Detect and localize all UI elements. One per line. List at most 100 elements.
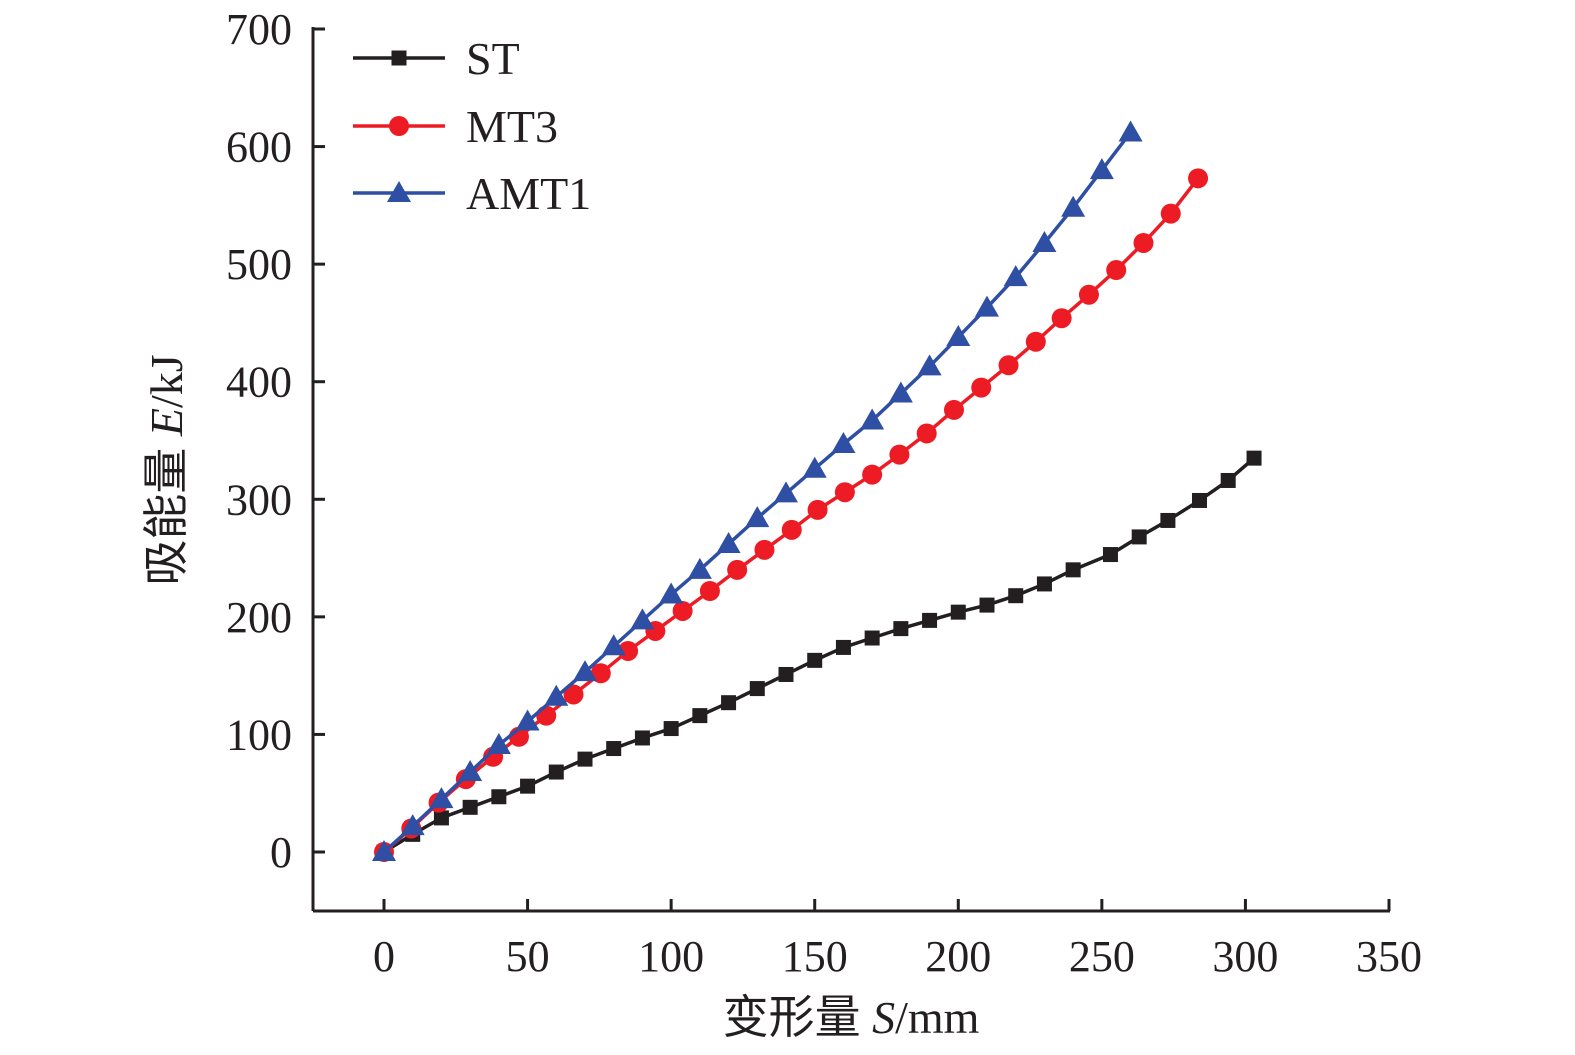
data-point-mt3 xyxy=(699,580,720,601)
data-point-mt3 xyxy=(563,684,584,705)
data-point-st xyxy=(1220,472,1236,488)
y-tick-label: 700 xyxy=(226,5,292,54)
data-point-st xyxy=(1191,492,1207,508)
data-point-st xyxy=(491,789,507,805)
data-point-amt1 xyxy=(630,608,655,630)
data-point-mt3 xyxy=(1078,284,1099,305)
data-point-amt1 xyxy=(486,733,511,755)
xlabel-part: /mm xyxy=(895,992,980,1043)
x-ticks: 0 50 100 150 200 250 300 350 xyxy=(373,899,1422,981)
data-point-mt3 xyxy=(862,464,883,485)
data-point-st xyxy=(721,695,737,711)
legend-item-mt3: MT3 xyxy=(353,101,558,152)
data-point-st xyxy=(634,730,650,746)
data-point-st xyxy=(692,708,708,724)
data-point-st xyxy=(749,681,765,697)
data-point-amt1 xyxy=(745,506,770,528)
data-point-mt3 xyxy=(754,539,775,560)
legend: ST MT3 AMT1 xyxy=(353,33,591,219)
data-point-amt1 xyxy=(716,531,741,553)
data-point-amt1 xyxy=(1089,158,1114,180)
data-point-mt3 xyxy=(943,399,964,420)
y-axis-title: 吸能量 E/kJ xyxy=(141,354,192,585)
y-tick-label: 0 xyxy=(270,828,292,877)
data-point-amt1 xyxy=(687,557,712,579)
data-point-mt3 xyxy=(781,519,802,540)
data-point-st xyxy=(1036,576,1052,592)
data-point-st xyxy=(922,612,938,628)
data-point-mt3 xyxy=(916,423,937,444)
x-tick-label: 350 xyxy=(1356,932,1422,981)
legend-marker-mt3 xyxy=(389,116,409,136)
y-tick-label: 200 xyxy=(226,593,292,642)
ylabel-part: E xyxy=(141,408,192,437)
data-point-st xyxy=(1160,512,1176,528)
data-point-st xyxy=(577,751,593,767)
data-point-mt3 xyxy=(834,482,855,503)
data-point-amt1 xyxy=(372,840,396,861)
data-point-mt3 xyxy=(1133,232,1154,253)
data-point-amt1 xyxy=(601,634,626,656)
data-point-amt1 xyxy=(1032,230,1057,252)
data-point-st xyxy=(1246,450,1262,466)
data-point-mt3 xyxy=(1188,168,1209,189)
y-tick-label: 300 xyxy=(226,475,292,524)
x-tick-label: 300 xyxy=(1212,932,1278,981)
data-point-mt3 xyxy=(672,600,693,621)
xlabel-part: S xyxy=(872,992,895,1043)
data-point-st xyxy=(950,604,966,620)
x-tick-label: 150 xyxy=(782,932,848,981)
data-point-mt3 xyxy=(1025,331,1046,352)
data-point-st xyxy=(548,764,564,780)
data-point-amt1 xyxy=(1118,120,1143,142)
data-point-amt1 xyxy=(946,325,971,347)
data-point-st xyxy=(433,810,449,826)
data-point-st xyxy=(893,621,909,637)
data-point-amt1 xyxy=(400,814,425,836)
data-point-st xyxy=(606,741,622,757)
legend-item-st: ST xyxy=(353,33,520,84)
xlabel-part: 变形量 xyxy=(723,992,873,1043)
ylabel-part: /kJ xyxy=(141,354,192,408)
series-st xyxy=(376,450,1262,860)
data-point-mt3 xyxy=(1051,308,1072,329)
data-point-amt1 xyxy=(802,456,827,478)
data-point-st xyxy=(1065,562,1081,578)
data-point-amt1 xyxy=(573,660,597,682)
y-tick-label: 400 xyxy=(226,358,292,407)
x-axis-title: 变形量 S/mm xyxy=(723,992,980,1043)
legend-label-mt3: MT3 xyxy=(466,101,558,152)
data-point-mt3 xyxy=(889,444,910,465)
data-point-amt1 xyxy=(1003,265,1028,287)
data-point-mt3 xyxy=(998,355,1019,376)
data-point-amt1 xyxy=(774,481,798,503)
data-point-amt1 xyxy=(1061,195,1086,217)
data-point-amt1 xyxy=(860,408,885,430)
data-point-amt1 xyxy=(975,295,999,317)
data-point-amt1 xyxy=(544,684,569,706)
data-point-amt1 xyxy=(659,582,684,604)
data-point-amt1 xyxy=(831,432,856,454)
x-tick-label: 100 xyxy=(638,932,704,981)
data-point-amt1 xyxy=(515,709,540,731)
series-amt1 xyxy=(372,120,1143,861)
series-mt3 xyxy=(374,168,1209,862)
legend-marker-amt1 xyxy=(387,181,411,202)
axes xyxy=(311,27,1390,913)
legend-label-st: ST xyxy=(466,33,520,84)
data-point-st xyxy=(979,597,995,613)
legend-item-amt1: AMT1 xyxy=(353,168,591,219)
x-tick-label: 0 xyxy=(373,932,395,981)
data-point-mt3 xyxy=(590,663,611,684)
ylabel-part: 吸能量 xyxy=(141,436,192,586)
y-tick-label: 500 xyxy=(226,240,292,289)
data-point-mt3 xyxy=(618,640,639,661)
series-layer xyxy=(372,120,1262,862)
data-point-st xyxy=(835,639,851,655)
data-point-st xyxy=(663,721,679,737)
data-point-mt3 xyxy=(1160,203,1181,224)
y-ticks: 0 100 200 300 400 500 600 700 xyxy=(226,5,325,877)
data-point-st xyxy=(520,778,536,794)
data-point-mt3 xyxy=(971,377,992,398)
